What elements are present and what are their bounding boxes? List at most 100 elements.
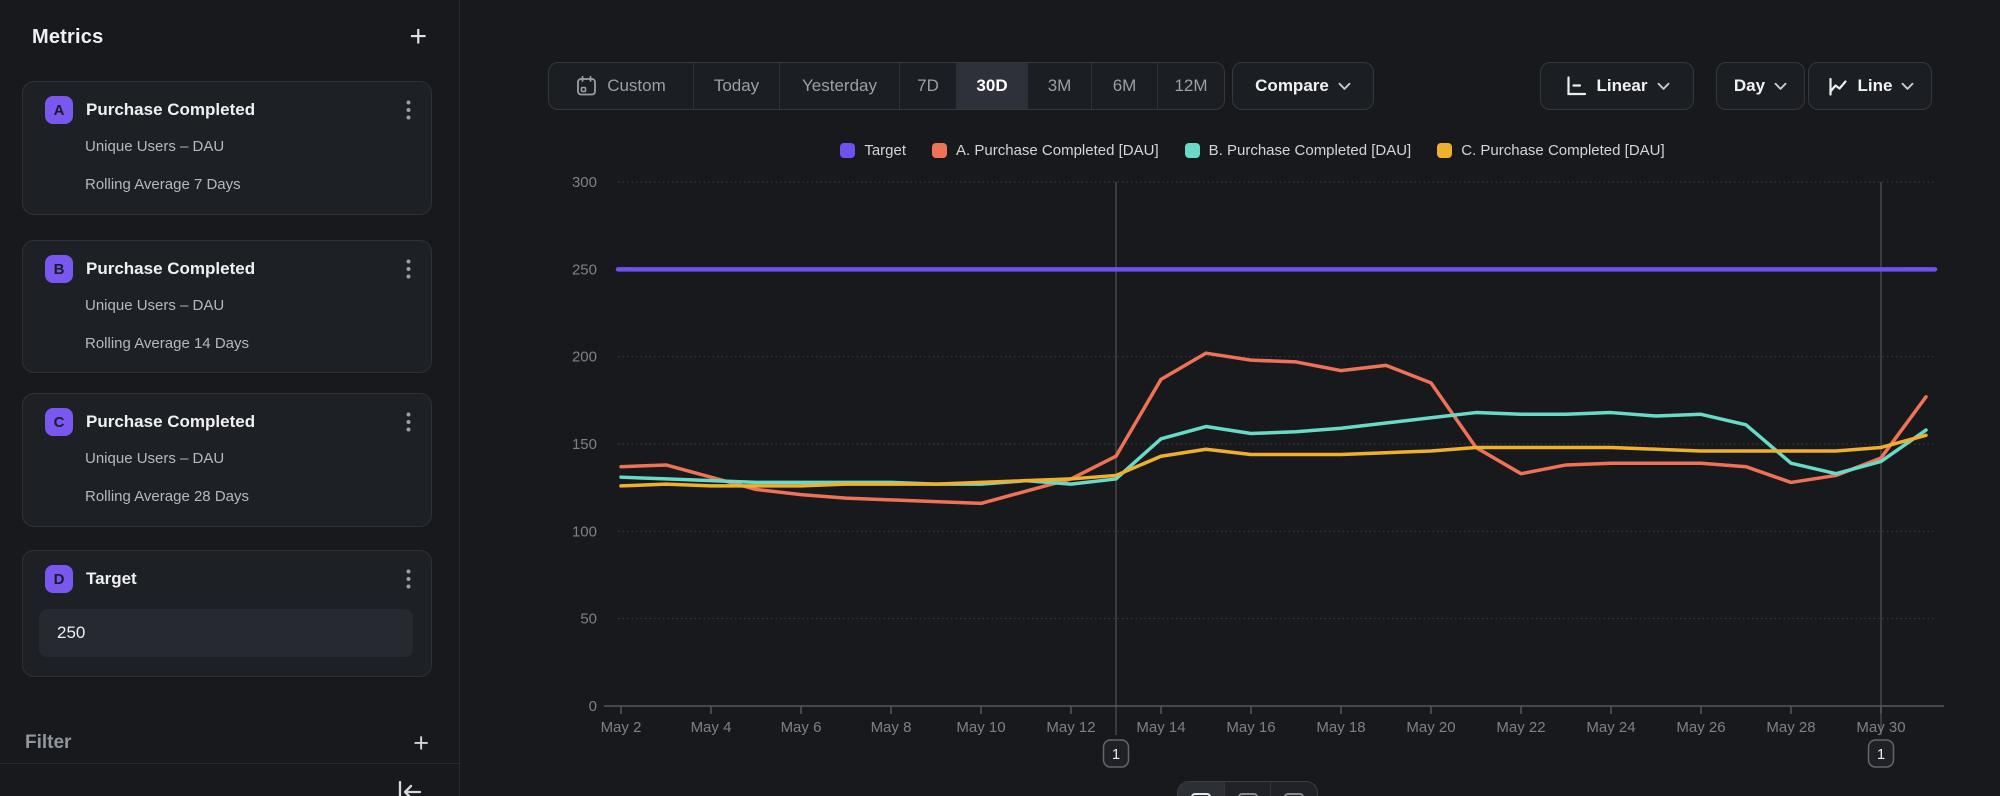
scale-selector-button[interactable]: Linear: [1540, 62, 1694, 110]
range-label: Today: [714, 76, 759, 96]
legend-item[interactable]: A. Purchase Completed [DAU]: [932, 142, 1159, 159]
y-axis-label: 50: [580, 611, 597, 628]
y-axis-label: 0: [589, 698, 597, 715]
granularity-label: Day: [1734, 76, 1765, 96]
view-toggle-chart[interactable]: [1178, 782, 1225, 796]
range-12m[interactable]: 12M: [1158, 63, 1224, 109]
x-axis-label: May 20: [1406, 719, 1455, 736]
metric-card-header: APurchase Completed: [45, 95, 417, 125]
metric-rolling-average: Rolling Average 28 Days: [85, 488, 249, 505]
granularity-selector-button[interactable]: Day: [1716, 62, 1805, 110]
metric-menu-button[interactable]: [400, 565, 417, 593]
add-filter-button[interactable]: +: [409, 730, 433, 757]
scale-label: Linear: [1596, 76, 1647, 96]
legend-label: Target: [864, 142, 906, 159]
x-axis-label: May 8: [871, 719, 912, 736]
filter-section-title: Filter: [25, 732, 71, 754]
range-3m[interactable]: 3M: [1028, 63, 1092, 109]
series-line-3: [621, 435, 1926, 486]
x-axis-label: May 10: [956, 719, 1005, 736]
legend-label: A. Purchase Completed [DAU]: [956, 142, 1159, 159]
metric-card-a[interactable]: APurchase Completed Unique Users – DAU Rol…: [22, 81, 432, 215]
sidebar-divider: [0, 763, 460, 764]
line-chart: 050100150200250300May 2May 4May 6May 8Ma…: [545, 165, 1960, 796]
metric-title: Purchase Completed: [86, 412, 400, 432]
range-custom[interactable]: Custom: [549, 63, 694, 109]
filter-header: Filter +: [25, 724, 433, 762]
range-7d[interactable]: 7D: [900, 63, 957, 109]
compare-button[interactable]: Compare: [1232, 62, 1374, 110]
x-axis-label: May 30: [1856, 719, 1905, 736]
line-chart-icon: [1826, 75, 1849, 98]
x-axis-label: May 14: [1136, 719, 1185, 736]
metric-title: Target: [86, 569, 400, 589]
legend-label: B. Purchase Completed [DAU]: [1209, 142, 1412, 159]
chart-legend: Target A. Purchase Completed [DAU] B. Purc…: [545, 142, 1960, 159]
range-label: 30D: [976, 76, 1007, 96]
metric-card-c[interactable]: C Purchase Completed Unique Users – DAU Rol…: [22, 393, 432, 527]
x-axis-label: May 28: [1766, 719, 1815, 736]
target-value-input[interactable]: [39, 609, 413, 657]
metric-measure: Unique Users – DAU: [85, 138, 224, 155]
legend-swatch: [1185, 143, 1200, 158]
chart-type-label: Line: [1858, 76, 1893, 96]
x-axis-label: May 24: [1586, 719, 1635, 736]
legend-item[interactable]: C. Purchase Completed [DAU]: [1437, 142, 1664, 159]
metric-menu-button[interactable]: [400, 96, 417, 124]
chevron-down-icon: [1338, 82, 1351, 91]
x-axis-label: May 26: [1676, 719, 1725, 736]
x-axis-label: May 4: [691, 719, 732, 736]
metric-badge: C: [45, 408, 73, 436]
legend-label: C. Purchase Completed [DAU]: [1461, 142, 1664, 159]
kebab-menu-icon: [406, 412, 411, 432]
metric-rolling-average: Rolling Average 14 Days: [85, 335, 249, 352]
axis-scale-icon: [1564, 75, 1587, 98]
metric-card-d[interactable]: DTarget: [22, 550, 432, 677]
chart-view-toggle: [1177, 781, 1318, 796]
range-label: 6M: [1113, 76, 1137, 96]
metrics-header: Metrics +: [32, 20, 431, 54]
range-label: 3M: [1048, 76, 1072, 96]
metric-measure: Unique Users – DAU: [85, 297, 224, 314]
metric-card-header: DTarget: [45, 564, 417, 594]
metric-card-b[interactable]: BPurchase CompletedUnique Users – DAURol…: [22, 240, 432, 373]
annotation-badge-label: 1: [1877, 746, 1885, 763]
date-range-selector: Custom Today Yesterday7D 30D 3M 6M 12M: [548, 62, 1225, 110]
metric-menu-button[interactable]: [400, 408, 417, 436]
legend-swatch: [1437, 143, 1452, 158]
legend-item[interactable]: Target: [840, 142, 906, 159]
x-axis-label: May 2: [601, 719, 642, 736]
kebab-menu-icon: [406, 100, 411, 120]
legend-item[interactable]: B. Purchase Completed [DAU]: [1185, 142, 1412, 159]
range-30d[interactable]: 30D: [957, 63, 1028, 109]
chevron-down-icon: [1657, 82, 1670, 91]
x-axis-label: May 22: [1496, 719, 1545, 736]
chart-type-selector-button[interactable]: Line: [1808, 62, 1932, 110]
x-axis-label: May 6: [781, 719, 822, 736]
range-yesterday[interactable]: Yesterday: [780, 63, 900, 109]
compare-label: Compare: [1255, 76, 1329, 96]
range-6m[interactable]: 6M: [1092, 63, 1158, 109]
chevron-down-icon: [1901, 82, 1914, 91]
x-axis-label: May 16: [1226, 719, 1275, 736]
sidebar: Metrics + APurchase Completed Unique User…: [0, 0, 460, 796]
y-axis-label: 300: [572, 174, 597, 191]
app-root: Metrics + APurchase Completed Unique User…: [0, 0, 2000, 796]
range-label: Custom: [607, 76, 666, 96]
view-toggle-card[interactable]: [1271, 782, 1317, 796]
legend-swatch: [840, 143, 855, 158]
y-axis-label: 150: [572, 436, 597, 453]
add-metric-button[interactable]: +: [405, 22, 431, 52]
metric-menu-button[interactable]: [400, 255, 417, 283]
metric-measure: Unique Users – DAU: [85, 450, 224, 467]
range-today[interactable]: Today: [694, 63, 780, 109]
annotation-badge-label: 1: [1112, 746, 1120, 763]
series-line-2: [621, 413, 1926, 485]
metric-rolling-average: Rolling Average 7 Days: [85, 176, 241, 193]
metric-title: Purchase Completed: [86, 100, 400, 120]
metric-badge: B: [45, 255, 73, 283]
collapse-sidebar-icon[interactable]: [394, 779, 424, 796]
kebab-menu-icon: [406, 259, 411, 279]
view-toggle-table[interactable]: [1225, 782, 1272, 796]
y-axis-label: 100: [572, 523, 597, 540]
